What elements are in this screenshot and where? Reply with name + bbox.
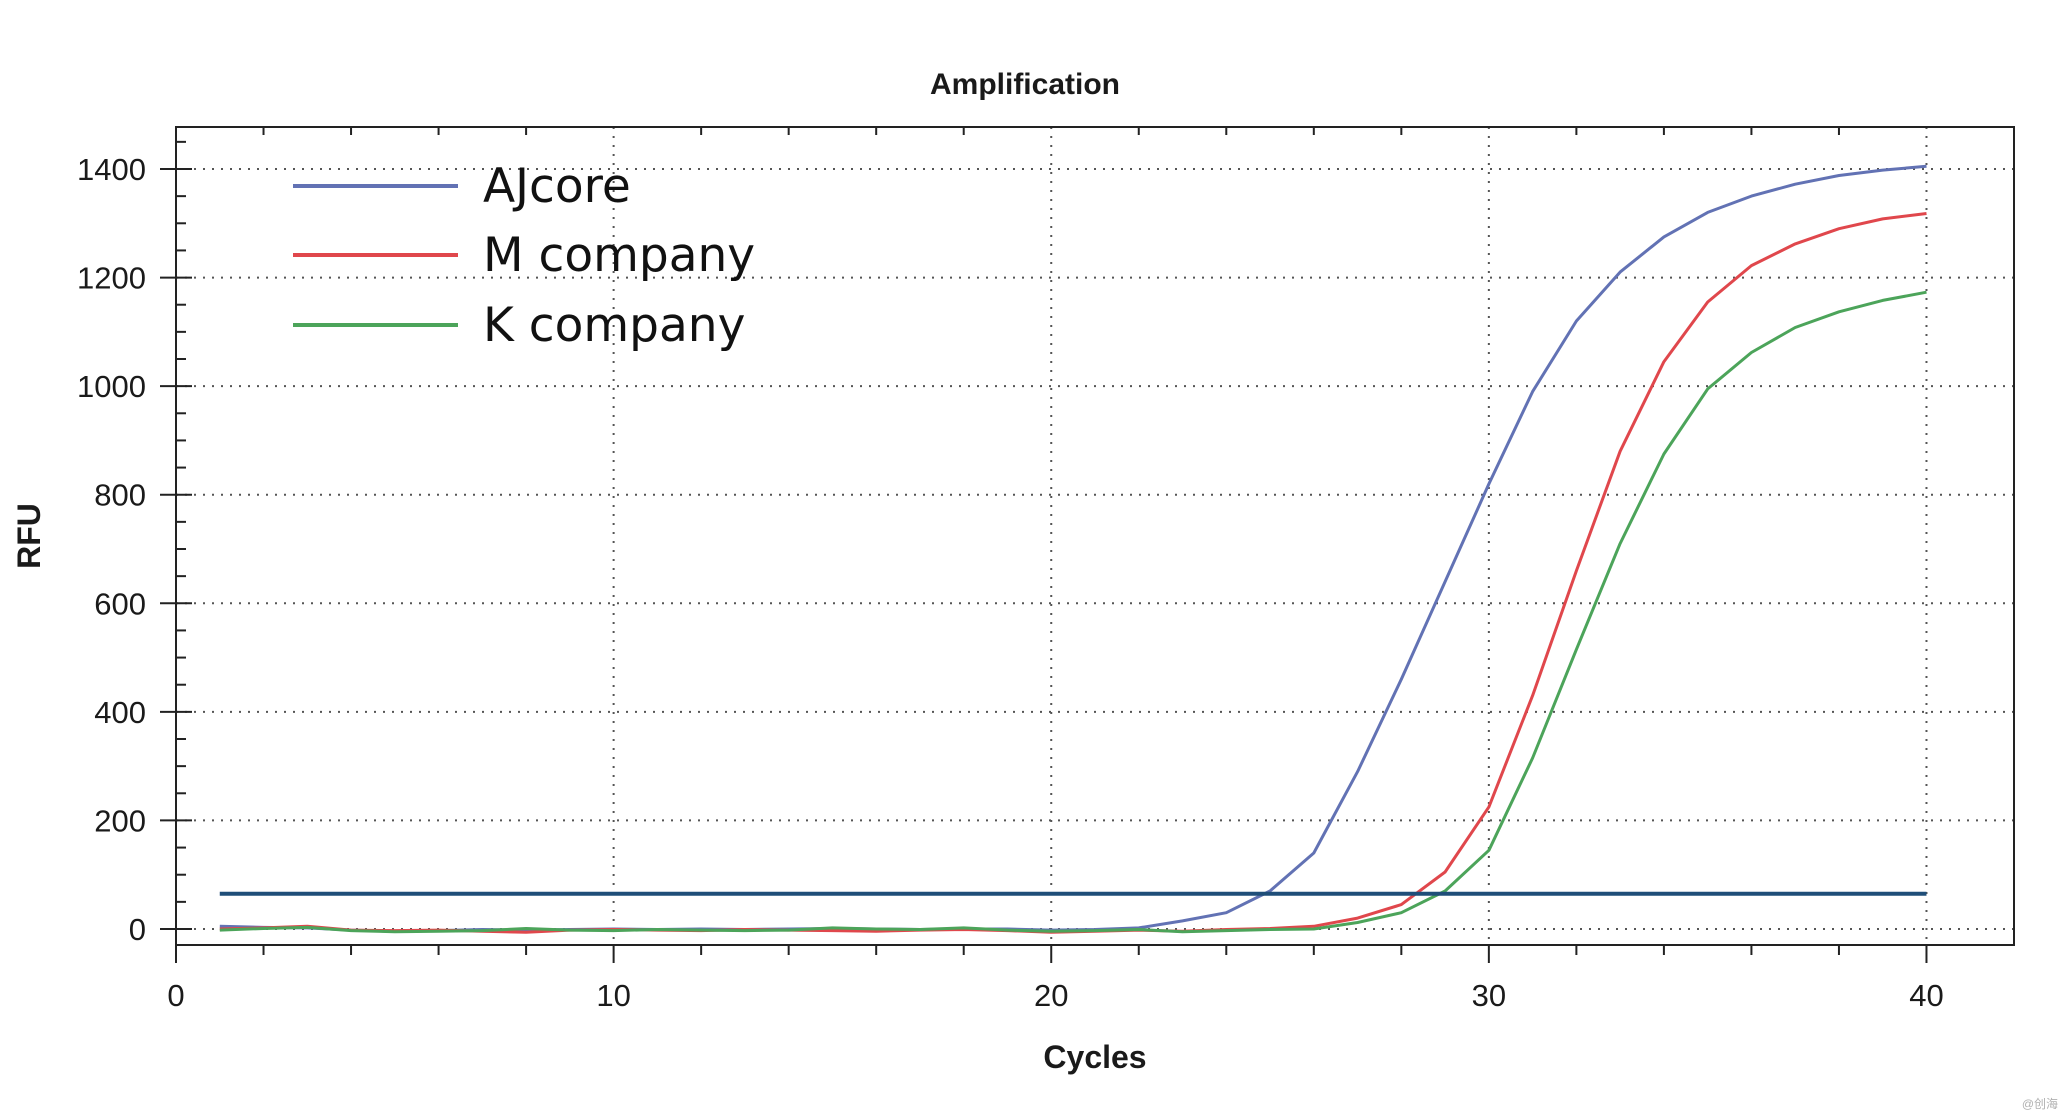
y-tick-label: 1400	[77, 152, 146, 187]
y-tick-label: 1000	[77, 369, 146, 404]
series-line-3	[219, 290, 1927, 934]
x-tick-label: 30	[1472, 978, 1506, 1013]
watermark-text: @创海	[2022, 1096, 2058, 1111]
x-tick-label: 10	[596, 978, 630, 1013]
series-line-2	[219, 212, 1927, 934]
grid-lines	[176, 127, 2014, 945]
x-axis-ticks: 0 10 20 30 40	[167, 945, 1944, 1013]
y-tick-label: 400	[94, 695, 146, 730]
y-tick-label: 0	[129, 912, 146, 947]
y-tick-label: 200	[94, 803, 146, 838]
series-line-1	[219, 164, 1927, 933]
x-axis-label: Cycles	[1043, 1039, 1146, 1075]
legend-label-2: M company	[483, 228, 755, 283]
x-tick-label: 20	[1034, 978, 1068, 1013]
legend-label-3: K company	[483, 298, 745, 353]
y-axis-ticks: 0 200 400 600 800 1000 1200 1400	[77, 152, 192, 947]
legend: AJcore M company K company	[293, 159, 755, 353]
x-tick-label: 40	[1909, 978, 1943, 1013]
x-tick-label: 0	[167, 978, 184, 1013]
chart-title: Amplification	[930, 68, 1120, 101]
y-tick-label: 800	[94, 478, 146, 513]
y-axis-label: RFU	[11, 503, 47, 569]
series-lines	[219, 164, 1927, 934]
minor-ticks	[176, 127, 1840, 955]
y-tick-label: 600	[94, 586, 146, 621]
y-tick-label: 1200	[77, 261, 146, 296]
legend-label-1: AJcore	[483, 159, 631, 214]
plot-frame	[175, 126, 2015, 946]
